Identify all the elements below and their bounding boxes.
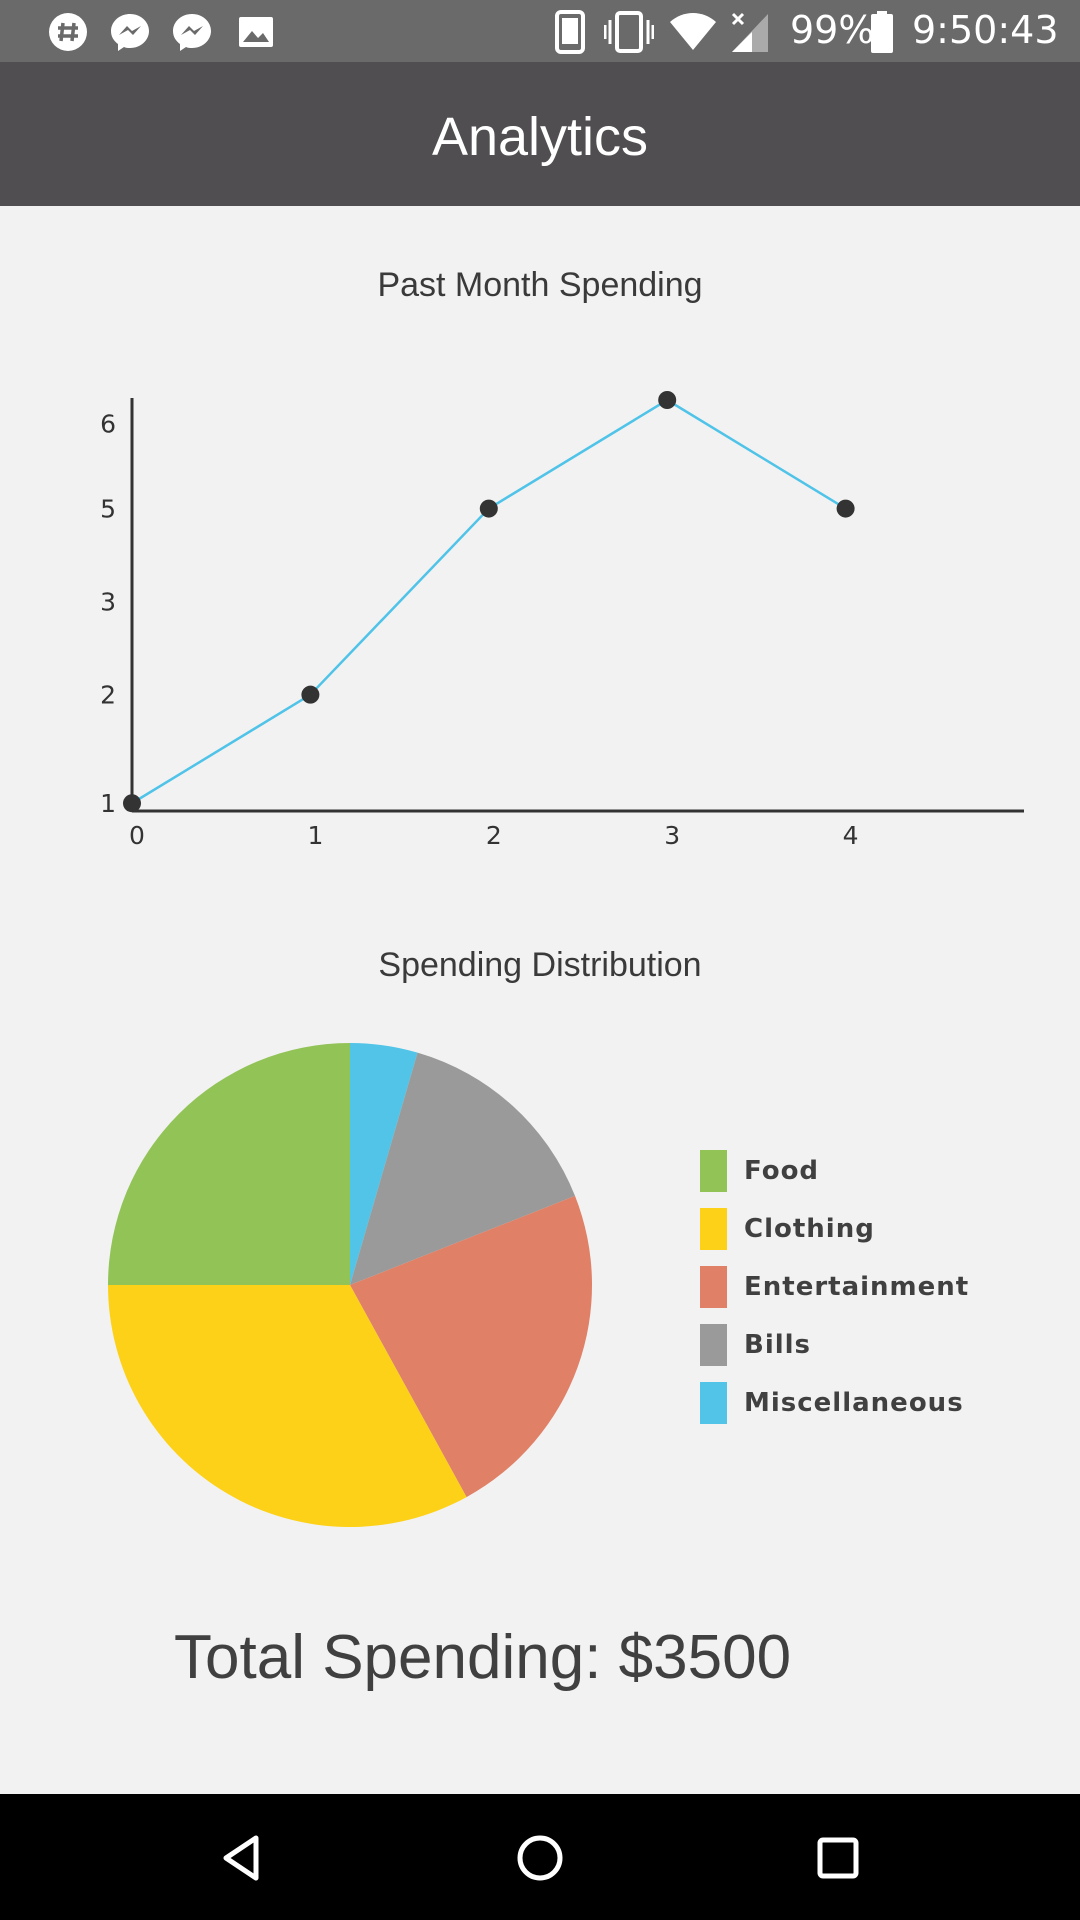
- legend-label: Miscellaneous: [744, 1388, 964, 1418]
- page-title: Analytics: [431, 107, 649, 167]
- pie-slice-miscellaneous: [350, 1043, 418, 1285]
- pie-chart: [108, 1043, 592, 1527]
- y-tick-label: 2: [100, 681, 116, 710]
- image-icon: [239, 17, 273, 47]
- pie-slice-entertainment: [350, 1195, 592, 1498]
- navigation-bar: [0, 1794, 1080, 1920]
- y-tick-label: 1: [100, 789, 116, 818]
- clock: 9:50:43: [912, 8, 1059, 52]
- back-icon[interactable]: [212, 1828, 272, 1888]
- legend-label: Clothing: [744, 1214, 875, 1244]
- battery-percent: 99%: [790, 8, 875, 52]
- x-tick-label: 4: [843, 821, 859, 850]
- x-tick-label: 2: [486, 821, 502, 850]
- legend-swatch: [700, 1382, 727, 1424]
- legend-item-clothing: Clothing: [700, 1208, 1020, 1252]
- legend-item-food: Food: [700, 1150, 1020, 1194]
- data-point: [836, 499, 855, 518]
- legend-label: Entertainment: [744, 1272, 970, 1302]
- y-tick-label: 5: [100, 495, 116, 524]
- x-tick-label: 0: [129, 821, 145, 850]
- messenger-icon: [173, 14, 211, 51]
- legend-swatch: [700, 1150, 727, 1192]
- pie-slice-food: [108, 1043, 350, 1285]
- data-point: [301, 685, 320, 704]
- legend-item-miscellaneous: Miscellaneous: [700, 1382, 1020, 1426]
- series-line: [131, 398, 847, 805]
- data-point: [658, 391, 677, 409]
- legend-swatch: [700, 1208, 727, 1250]
- legend-swatch: [700, 1324, 727, 1366]
- pie-chart-title: Spending Distribution: [378, 946, 702, 984]
- x-tick-label: 1: [307, 821, 323, 850]
- home-icon[interactable]: [510, 1828, 570, 1888]
- signal-icon: [731, 12, 768, 52]
- legend-item-bills: Bills: [700, 1324, 1020, 1368]
- messenger-icon: [111, 14, 149, 51]
- data-point: [479, 499, 498, 518]
- legend-label: Bills: [744, 1330, 812, 1360]
- total-spending: Total Spending: $3500: [174, 1623, 792, 1692]
- y-tick-label: 3: [100, 588, 116, 617]
- line-chart-title: Past Month Spending: [377, 266, 703, 304]
- pie-slice-bills: [350, 1052, 576, 1285]
- recents-icon[interactable]: [808, 1828, 868, 1888]
- status-bar: 99% 9:50:43: [0, 0, 1080, 62]
- app-bar: Analytics: [0, 62, 1080, 206]
- pie-slice-clothing: [108, 1285, 467, 1527]
- legend-item-entertainment: Entertainment: [700, 1266, 1020, 1310]
- phone-icon: [555, 10, 585, 54]
- vibrate-icon: [604, 11, 654, 53]
- y-tick-label: 6: [100, 409, 116, 438]
- x-tick-label: 3: [664, 821, 680, 850]
- wifi-icon: [670, 13, 716, 50]
- legend-swatch: [700, 1266, 727, 1308]
- legend-label: Food: [744, 1156, 820, 1186]
- slack-icon: [49, 13, 87, 51]
- data-point: [123, 794, 141, 813]
- battery-icon: [871, 11, 893, 53]
